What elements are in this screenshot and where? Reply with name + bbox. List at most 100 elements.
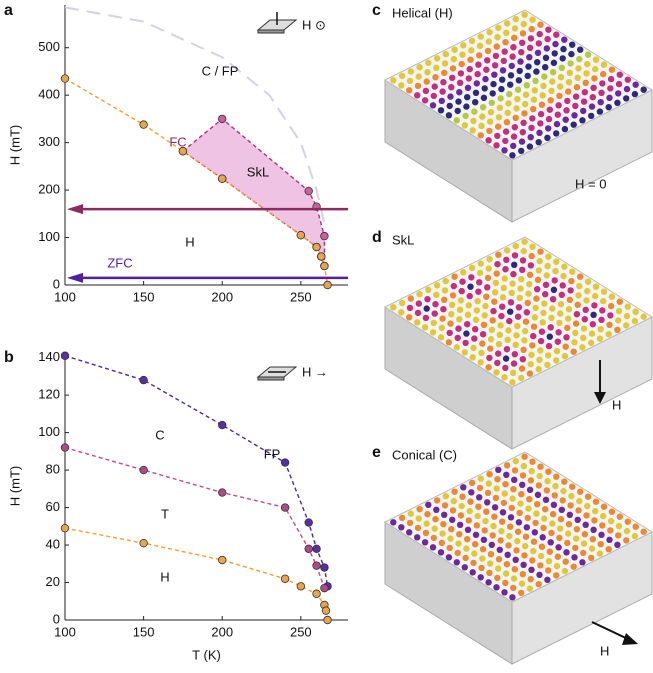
spin-cone — [485, 364, 492, 371]
spin-cone — [415, 73, 422, 80]
spin-cone — [559, 497, 566, 504]
spin-cone — [442, 50, 449, 58]
spin-cone — [512, 114, 519, 122]
spin-cone — [577, 46, 584, 53]
spin-cone — [517, 58, 524, 65]
spin-cone — [477, 574, 484, 581]
annotation: H — [185, 234, 194, 249]
spin-cone — [457, 297, 465, 304]
data-point — [60, 443, 70, 452]
spin-cone — [441, 502, 449, 509]
spin-cone — [577, 273, 584, 280]
spin-cone — [517, 285, 524, 292]
spin-cone — [606, 94, 613, 102]
spin-cone — [522, 91, 530, 98]
spin-cone — [425, 286, 432, 293]
spin-cone — [591, 75, 598, 82]
spin-cone — [541, 515, 548, 522]
spin-cone — [491, 298, 498, 305]
spin-cone — [607, 85, 614, 92]
spin-cone — [547, 97, 554, 104]
spin-cone — [570, 348, 577, 355]
spin-cone — [537, 110, 545, 118]
spin-cone — [514, 537, 521, 545]
spin-cone — [493, 369, 500, 376]
spin-cone — [519, 30, 527, 37]
spin-cone — [568, 50, 575, 58]
spin-cone — [471, 335, 478, 342]
spin-cone — [414, 92, 421, 99]
spin-cone — [522, 542, 529, 550]
spin-cone — [560, 45, 567, 53]
spin-cone — [463, 103, 470, 110]
x-tick-label: 100 — [54, 289, 76, 304]
spin-cone — [606, 321, 613, 328]
spin-cone — [516, 509, 523, 517]
spin-cone — [623, 527, 631, 535]
spin-cone — [509, 379, 516, 386]
spin-cone — [475, 61, 482, 68]
spin-cone — [514, 86, 522, 93]
spin-cone — [569, 483, 576, 490]
spin-cone — [398, 514, 406, 522]
spin-cone — [535, 139, 542, 146]
spin-cone — [529, 342, 536, 349]
data-point — [280, 503, 290, 512]
spin-cone — [523, 524, 530, 531]
spin-cone — [503, 247, 511, 254]
spin-cone — [537, 248, 544, 255]
spin-cone — [457, 512, 465, 519]
spin-cone — [561, 36, 568, 43]
data-point — [139, 120, 148, 129]
spin-cone — [589, 536, 596, 543]
spin-cone — [538, 101, 546, 108]
spin-cone — [521, 552, 528, 559]
spin-cone — [460, 42, 467, 49]
spin-cone — [480, 94, 488, 102]
spin-cone — [521, 453, 528, 460]
spin-cone — [614, 99, 621, 107]
spin-cone — [588, 330, 596, 337]
spin-cone — [536, 257, 543, 265]
arrow-head — [67, 204, 83, 215]
spin-cone — [507, 514, 515, 521]
spin-cone — [440, 521, 447, 528]
spin-cone — [491, 289, 499, 296]
spin-cone — [471, 550, 478, 557]
spin-cone — [415, 515, 422, 522]
spin-cone — [564, 97, 571, 105]
spin-cone — [455, 540, 462, 547]
spin-cone — [440, 306, 447, 313]
arrow-label: FC — [169, 134, 186, 149]
panel-label: b — [4, 349, 14, 366]
spin-cone — [520, 462, 527, 470]
spin-cone — [631, 317, 639, 325]
spin-cone — [525, 505, 532, 512]
spin-cone — [548, 87, 555, 95]
panel-title: SkL — [392, 232, 414, 247]
spin-cone — [476, 484, 484, 492]
spin-cone — [433, 291, 440, 298]
spin-cone — [406, 77, 414, 85]
spin-cone — [591, 517, 598, 524]
spin-cone — [472, 99, 479, 106]
spin-cone — [540, 309, 547, 317]
spin-cone — [527, 262, 535, 269]
spin-cone — [432, 516, 439, 523]
data-point — [317, 252, 326, 261]
spin-cone — [549, 69, 557, 76]
spin-cone — [447, 535, 454, 542]
data-point — [296, 230, 306, 240]
spin-cone — [390, 304, 397, 311]
spin-cone — [485, 38, 492, 45]
spin-cone — [529, 243, 536, 250]
spin-cone — [454, 334, 461, 342]
spin-cone — [513, 105, 520, 112]
spin-cone — [545, 468, 552, 475]
spin-cone — [567, 502, 574, 509]
spin-cone — [615, 90, 622, 97]
spin-cone — [542, 291, 549, 298]
spin-cone — [414, 309, 422, 317]
spin-cone — [461, 122, 468, 129]
spin-cone — [533, 68, 540, 75]
